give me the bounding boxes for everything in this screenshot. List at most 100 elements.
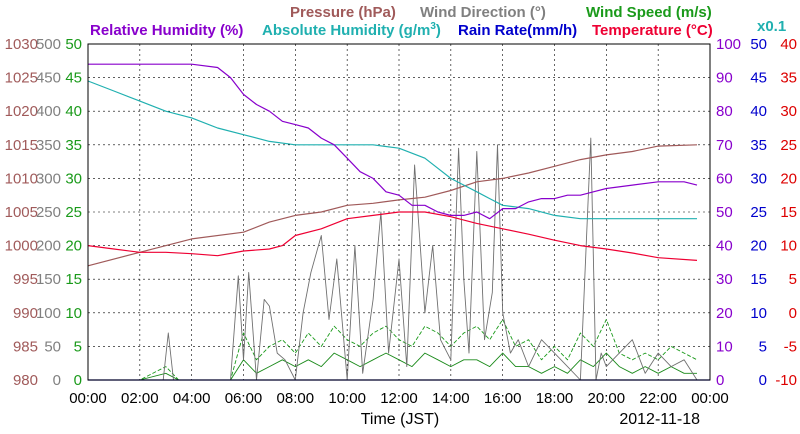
series-temperature xyxy=(87,211,698,261)
y-tick-temperature: 20 xyxy=(780,170,797,187)
y-tick-temperature: 0 xyxy=(789,305,797,322)
x-tick-label: 00:00 xyxy=(69,390,107,407)
y-tick-relative-humidity: 0 xyxy=(716,372,724,389)
x-tick-label: 18:00 xyxy=(536,390,574,407)
y-tick-rain-rate: 20 xyxy=(750,238,767,255)
series-wind-speed xyxy=(88,352,697,381)
y-tick-pressure: 1025 xyxy=(5,70,38,87)
y-tick-temperature: 40 xyxy=(780,36,797,53)
y-tick-relative-humidity: 70 xyxy=(716,137,733,154)
y-tick-relative-humidity: 40 xyxy=(716,238,733,255)
series-layer xyxy=(87,63,710,381)
y-tick-wind-speed: 50 xyxy=(65,36,82,53)
y-tick-wind-direction: 500 xyxy=(36,36,61,53)
y-tick-temperature: -5 xyxy=(784,338,797,355)
y-tick-wind-speed: 10 xyxy=(65,305,82,322)
y-tick-rain-rate: 15 xyxy=(750,271,767,288)
series-relative-humidity xyxy=(88,63,698,220)
y-tick-relative-humidity: 10 xyxy=(716,338,733,355)
legend-absolute-humidity-close: ) xyxy=(436,22,441,39)
y-tick-pressure: 990 xyxy=(13,305,38,322)
x-tick-labels: 00:00 02:00 04:00 06:00 08:00 10:00 12:00 14:00… xyxy=(69,390,729,407)
y-tick-relative-humidity: 30 xyxy=(716,271,733,288)
y-tick-wind-speed: 35 xyxy=(65,137,82,154)
legend-rain-rate: Rain Rate(mm/h) xyxy=(458,22,577,39)
legend-absolute-humidity-sup: 3 xyxy=(430,21,436,32)
x-axis-label: Time (JST) xyxy=(361,411,440,428)
x-tick-label: 14:00 xyxy=(432,390,470,407)
y-tick-relative-humidity: 20 xyxy=(716,305,733,322)
x-tick-label: 10:00 xyxy=(328,390,366,407)
y-tick-wind-direction: 200 xyxy=(36,238,61,255)
x-tick-label: 06:00 xyxy=(225,390,263,407)
x-tick-label: 08:00 xyxy=(277,390,315,407)
y-tick-pressure: 1030 xyxy=(5,36,38,53)
y-tick-rain-rate: 10 xyxy=(750,305,767,322)
legend-pressure: Pressure (hPa) xyxy=(290,4,396,21)
legend-absolute-humidity-label: Absolute Humidity (g/m xyxy=(262,22,430,39)
legend-x01: x0.1 xyxy=(757,18,786,35)
y-tick-temperature: 10 xyxy=(780,238,797,255)
y-tick-rain-rate: 0 xyxy=(759,372,767,389)
y-tick-relative-humidity: 50 xyxy=(716,204,733,221)
y-tick-pressure: 1010 xyxy=(5,170,38,187)
y-tick-wind-direction: 350 xyxy=(36,137,61,154)
legend-temperature: Temperature (°C) xyxy=(592,22,713,39)
legend-relative-humidity: Relative Humidity (%) xyxy=(90,22,243,39)
y-tick-temperature: 5 xyxy=(789,271,797,288)
legend-wind-speed: Wind Speed (m/s) xyxy=(586,4,712,21)
y-tick-wind-direction: 300 xyxy=(36,170,61,187)
y-tick-wind-direction: 250 xyxy=(36,204,61,221)
series-wind-gust xyxy=(88,319,698,381)
y-tick-rain-rate: 35 xyxy=(750,137,767,154)
series-pressure xyxy=(87,144,698,267)
y-tick-relative-humidity: 60 xyxy=(716,170,733,187)
y-tick-pressure: 980 xyxy=(13,372,38,389)
legend-wind-direction: Wind Direction (°) xyxy=(420,4,546,21)
y-tick-labels: 9809859909951000100510101015102010251030… xyxy=(5,36,797,389)
y-tick-rain-rate: 50 xyxy=(750,36,767,53)
y-tick-pressure: 1020 xyxy=(5,103,38,120)
y-tick-wind-speed: 20 xyxy=(65,238,82,255)
y-tick-wind-direction: 450 xyxy=(36,70,61,87)
plot-frame xyxy=(87,43,711,381)
y-tick-temperature: 25 xyxy=(780,137,797,154)
y-tick-temperature: 30 xyxy=(780,103,797,120)
y-tick-temperature: 15 xyxy=(780,204,797,221)
series-wind-direction xyxy=(88,137,698,381)
y-tick-rain-rate: 45 xyxy=(750,70,767,87)
y-tick-wind-speed: 45 xyxy=(65,70,82,87)
y-tick-wind-speed: 25 xyxy=(65,204,82,221)
x-tick-label: 02:00 xyxy=(121,390,159,407)
y-tick-wind-direction: 50 xyxy=(44,338,61,355)
x-tick-label: 20:00 xyxy=(588,390,626,407)
y-tick-wind-direction: 0 xyxy=(53,372,61,389)
y-tick-relative-humidity: 100 xyxy=(716,36,741,53)
chart-date: 2012-11-18 xyxy=(619,411,700,428)
y-tick-wind-direction: 400 xyxy=(36,103,61,120)
y-tick-rain-rate: 30 xyxy=(750,170,767,187)
y-tick-rain-rate: 40 xyxy=(750,103,767,120)
y-tick-temperature: 35 xyxy=(780,70,797,87)
x-tick-label: 22:00 xyxy=(639,390,677,407)
x-tick-label: 04:00 xyxy=(173,390,211,407)
x-tick-label: 16:00 xyxy=(484,390,522,407)
y-tick-wind-speed: 0 xyxy=(74,372,82,389)
y-tick-wind-speed: 30 xyxy=(65,170,82,187)
y-tick-rain-rate: 25 xyxy=(750,204,767,221)
legend-absolute-humidity: Absolute Humidity (g/m3) xyxy=(262,21,441,39)
y-tick-pressure: 1015 xyxy=(5,137,38,154)
y-tick-pressure: 1000 xyxy=(5,238,38,255)
y-tick-rain-rate: 5 xyxy=(759,338,767,355)
y-tick-temperature: -10 xyxy=(775,372,797,389)
y-tick-wind-speed: 40 xyxy=(65,103,82,120)
y-tick-pressure: 1005 xyxy=(5,204,38,221)
y-tick-wind-speed: 5 xyxy=(74,338,82,355)
y-tick-pressure: 985 xyxy=(13,338,38,355)
series-absolute-humidity xyxy=(87,80,697,220)
y-tick-wind-direction: 150 xyxy=(36,271,61,288)
y-tick-wind-speed: 15 xyxy=(65,271,82,288)
y-tick-relative-humidity: 90 xyxy=(716,70,733,87)
y-tick-relative-humidity: 80 xyxy=(716,103,733,120)
